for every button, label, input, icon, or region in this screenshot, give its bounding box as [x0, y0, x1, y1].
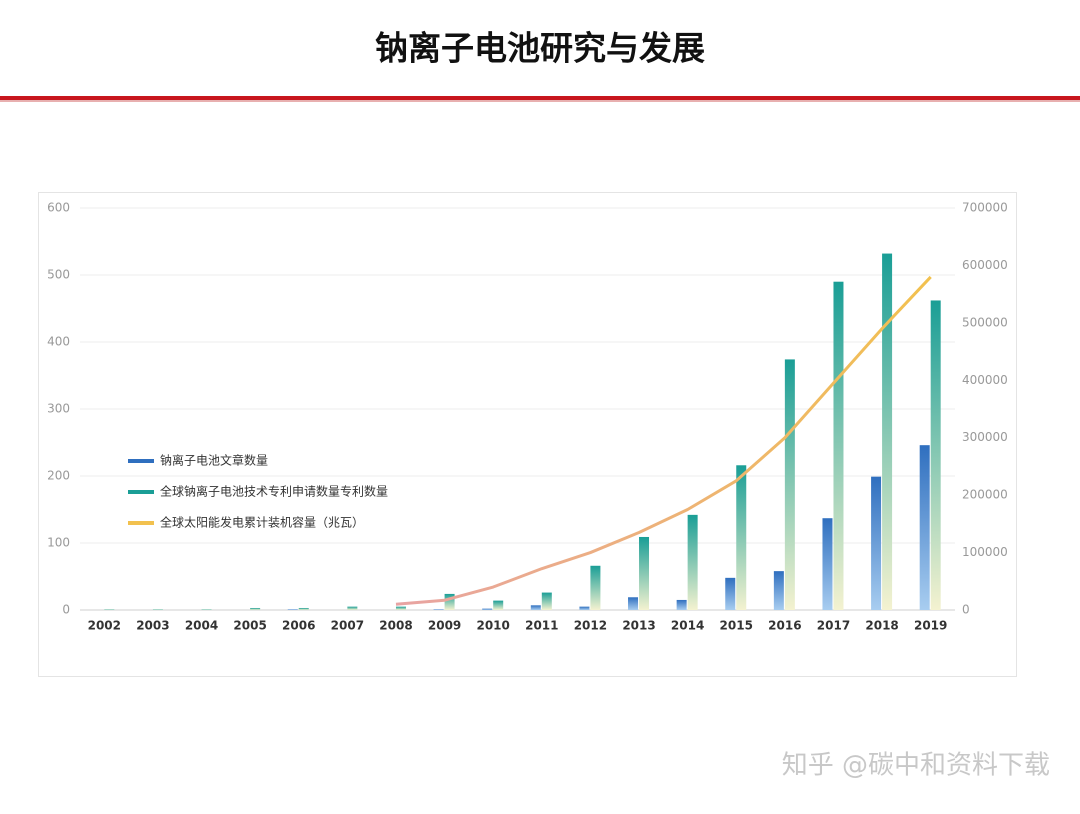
x-tick-label: 2019	[914, 619, 947, 633]
legend-swatch	[128, 459, 154, 463]
legend-label: 全球太阳能发电累计装机容量（兆瓦）	[160, 515, 364, 530]
y-tick-label: 500	[47, 268, 70, 282]
y-tick-label: 0	[62, 603, 70, 617]
bar	[104, 609, 115, 610]
x-tick-label: 2017	[817, 619, 850, 633]
x-tick-label: 2010	[476, 619, 509, 633]
y-tick-label: 300	[47, 402, 70, 416]
legend-label: 全球钠离子电池技术专利申请数量专利数量	[160, 484, 388, 499]
bar	[298, 607, 309, 610]
bar	[822, 518, 833, 610]
bar	[482, 608, 493, 610]
legend-label: 钠离子电池文章数量	[160, 453, 268, 468]
x-tick-label: 2009	[428, 619, 461, 633]
x-tick-label: 2012	[574, 619, 607, 633]
x-tick-label: 2016	[768, 619, 801, 633]
bar	[433, 609, 444, 610]
x-tick-label: 2008	[379, 619, 412, 633]
bar	[773, 571, 784, 610]
bar	[930, 300, 941, 610]
bar	[784, 359, 795, 610]
bar	[201, 609, 212, 610]
legend-swatch	[128, 490, 154, 494]
bar	[287, 609, 298, 610]
bar	[395, 606, 406, 610]
y2-tick-label: 400000	[962, 373, 1008, 387]
bar	[676, 599, 687, 610]
bar	[579, 606, 590, 610]
bar	[444, 593, 455, 610]
y2-tick-label: 200000	[962, 488, 1008, 502]
bar	[882, 253, 893, 610]
bar	[628, 597, 639, 610]
y-tick-label: 200	[47, 469, 70, 483]
line	[395, 275, 932, 606]
x-tick-label: 2018	[865, 619, 898, 633]
title-rule	[0, 96, 1080, 100]
bar	[347, 606, 358, 610]
y-tick-label: 400	[47, 335, 70, 349]
bar	[736, 465, 747, 610]
y-tick-label: 600	[47, 201, 70, 215]
x-tick-label: 2015	[720, 619, 753, 633]
y2-tick-label: 0	[962, 603, 970, 617]
x-tick-label: 2014	[671, 619, 704, 633]
y2-tick-label: 700000	[962, 201, 1008, 215]
title-rule-shadow	[0, 100, 1080, 102]
watermark: 知乎 @碳中和资料下载	[782, 751, 1050, 781]
x-tick-label: 2011	[525, 619, 558, 633]
legend-swatch	[128, 521, 154, 525]
bar	[687, 514, 698, 610]
bar	[590, 565, 601, 610]
x-tick-label: 2004	[185, 619, 218, 633]
bar	[919, 445, 930, 610]
y-tick-label: 100	[47, 536, 70, 550]
x-tick-label: 2003	[136, 619, 169, 633]
bar	[250, 607, 261, 610]
bar	[541, 592, 552, 610]
y2-tick-label: 300000	[962, 430, 1008, 444]
y2-tick-label: 600000	[962, 258, 1008, 272]
y2-tick-label: 100000	[962, 545, 1008, 559]
y2-tick-label: 500000	[962, 315, 1008, 329]
x-tick-label: 2002	[88, 619, 121, 633]
bar	[833, 281, 844, 610]
bar	[639, 536, 650, 610]
x-tick-label: 2013	[622, 619, 655, 633]
x-tick-label: 2005	[233, 619, 266, 633]
x-tick-label: 2006	[282, 619, 315, 633]
chart-frame	[38, 192, 1017, 677]
bar	[152, 609, 163, 610]
bar	[530, 605, 541, 610]
x-tick-label: 2007	[331, 619, 364, 633]
bar	[871, 476, 882, 610]
bar	[725, 577, 736, 610]
slide-title: 钠离子电池研究与发展	[375, 29, 705, 68]
bar	[493, 600, 504, 610]
